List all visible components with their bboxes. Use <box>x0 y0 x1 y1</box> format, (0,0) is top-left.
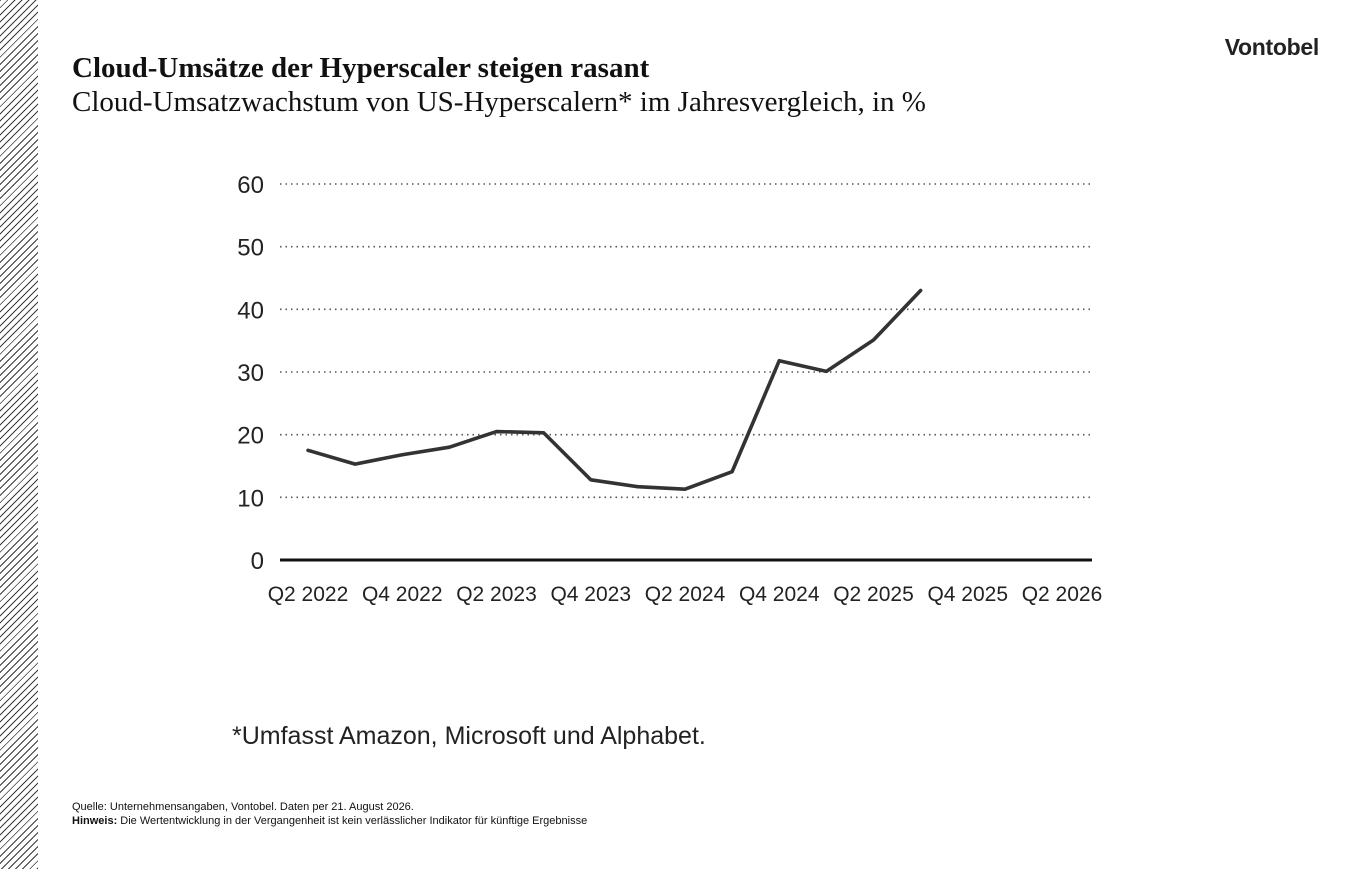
disclaimer-text: Die Wertentwicklung in der Vergangenheit… <box>117 815 588 827</box>
x-tick-label: Q2 2022 <box>268 583 349 606</box>
x-tick-label: Q4 2023 <box>550 583 631 606</box>
source-note: Quelle: Unternehmensangaben, Vontobel. D… <box>72 800 587 828</box>
y-tick-label: 20 <box>237 423 264 450</box>
brand-logo: Vontobel <box>1224 34 1320 60</box>
y-tick-label: 0 <box>251 548 264 575</box>
y-tick-label: 40 <box>237 297 264 324</box>
chart-subtitle: Cloud-Umsatzwachstum von US-Hyperscalern… <box>72 86 926 118</box>
y-tick-label: 50 <box>237 235 264 262</box>
grid-lines <box>280 183 1092 562</box>
x-tick-label: Q2 2026 <box>1022 583 1103 606</box>
y-tick-label: 30 <box>237 360 264 387</box>
x-tick-label: Q4 2024 <box>739 583 820 606</box>
y-tick-label: 10 <box>237 485 264 512</box>
y-axis-ticks: 0 10 20 30 40 50 60 <box>237 172 264 575</box>
x-tick-label: Q4 2025 <box>927 583 1008 606</box>
source-line: Quelle: Unternehmensangaben, Vontobel. D… <box>72 801 414 813</box>
series-line <box>306 288 923 491</box>
footnote: *Umfasst Amazon, Microsoft und Alphabet. <box>232 722 706 750</box>
chart-title: Cloud-Umsätze der Hyperscaler steigen ra… <box>72 52 650 84</box>
disclaimer: Hinweis: Die Wertentwicklung in der Verg… <box>72 814 587 828</box>
x-tick-label: Q2 2023 <box>456 583 537 606</box>
x-axis-ticks: Q2 2022 Q4 2022 Q2 2023 Q4 2023 Q2 2024 Q4 20… <box>268 583 1103 606</box>
x-tick-label: Q2 2025 <box>833 583 914 606</box>
x-tick-label: Q4 2022 <box>362 583 443 606</box>
hatch-border-decoration <box>0 0 38 869</box>
series-layer <box>306 288 923 491</box>
y-tick-label: 60 <box>237 172 264 199</box>
x-tick-label: Q2 2024 <box>645 583 726 606</box>
disclaimer-label: Hinweis: <box>72 815 118 827</box>
